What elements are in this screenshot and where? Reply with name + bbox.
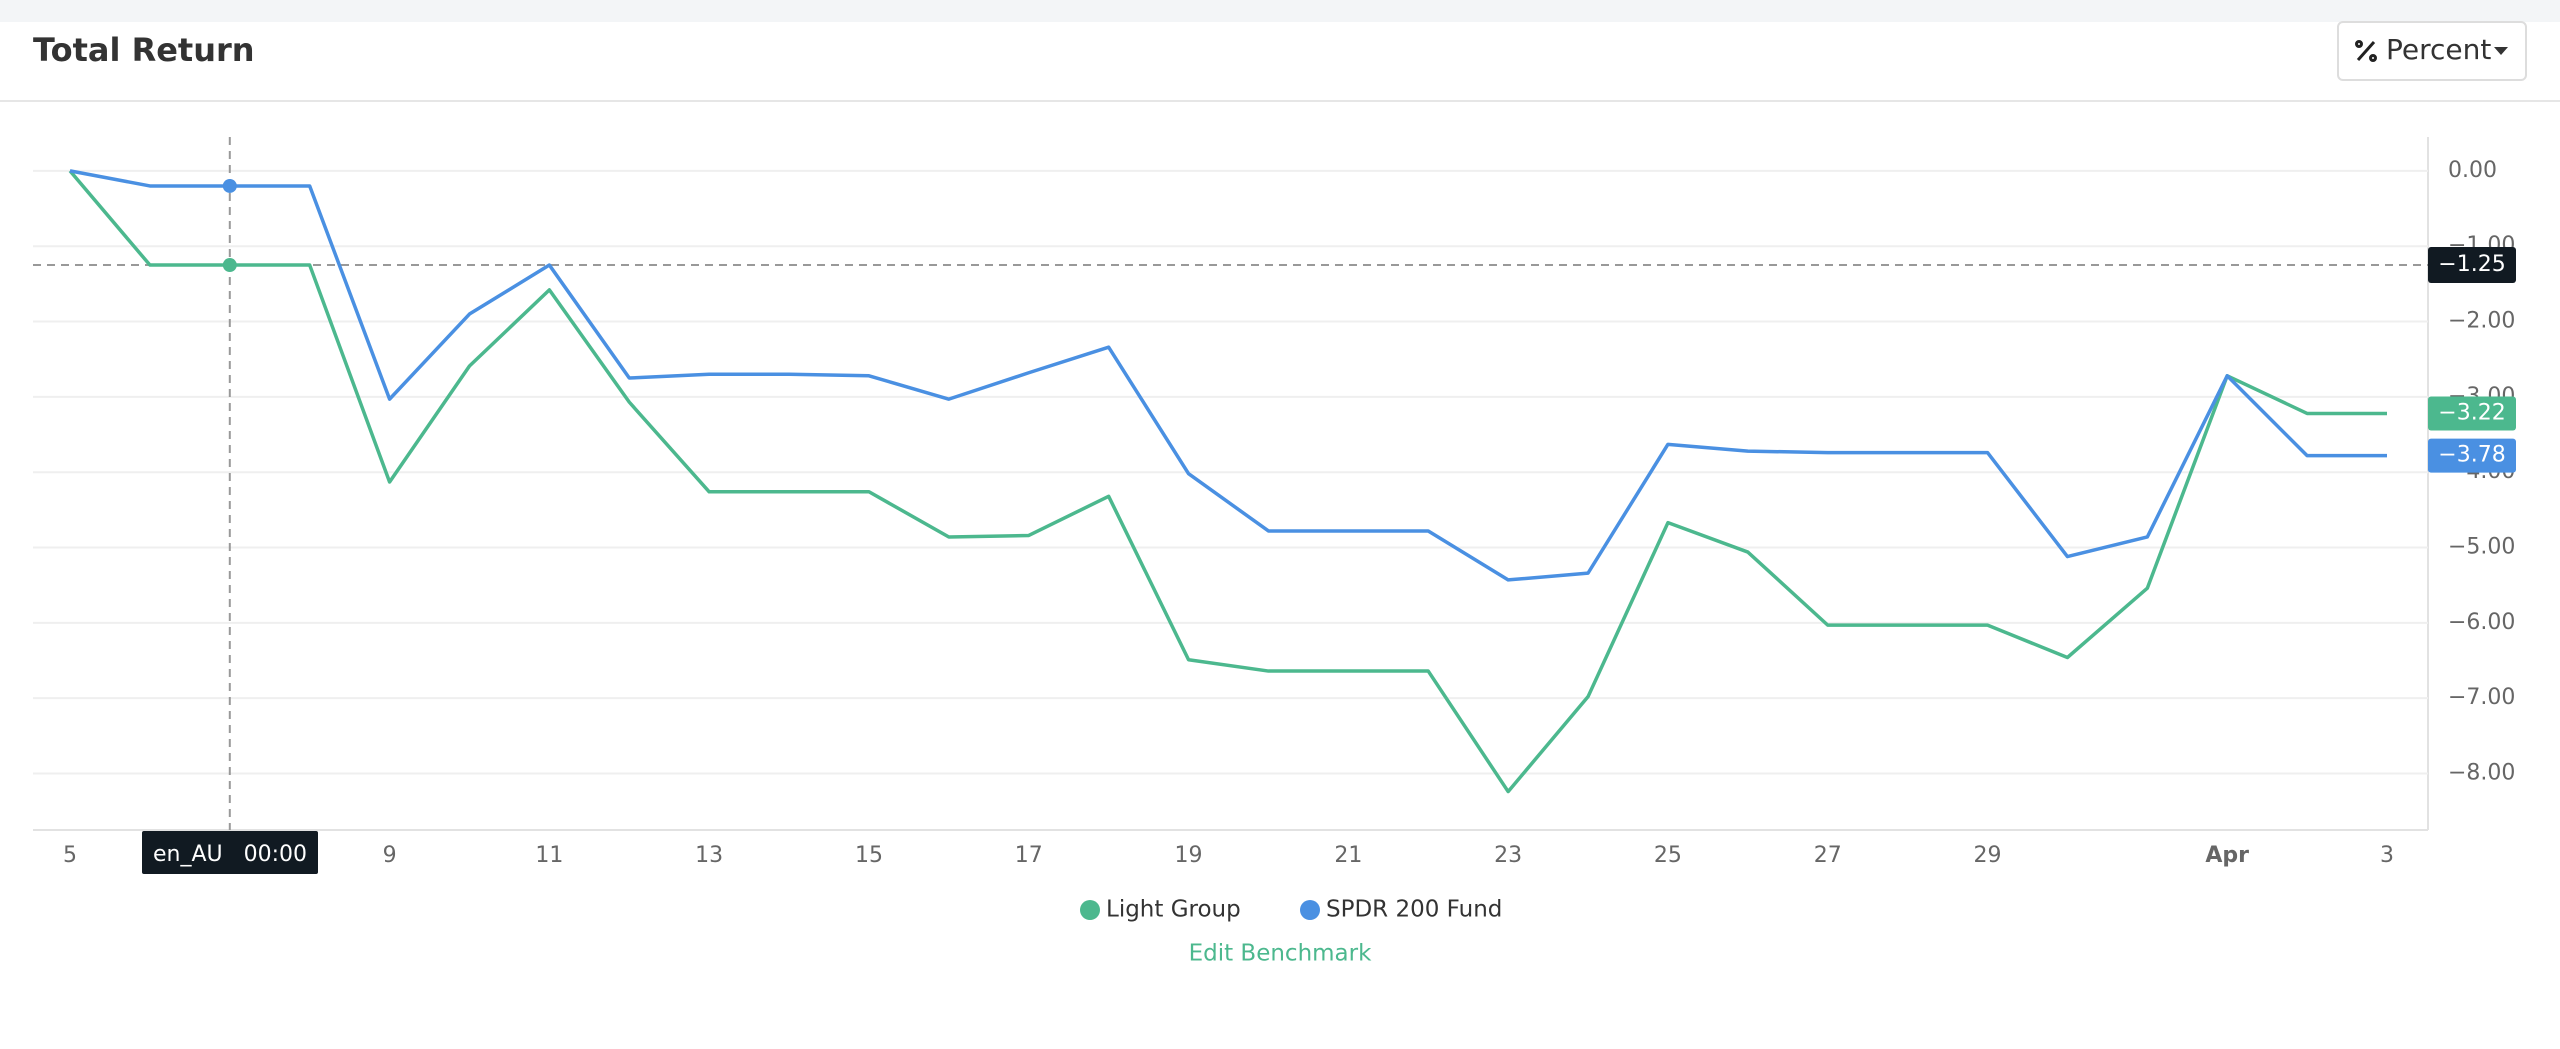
hover-dot	[222, 178, 237, 193]
hover-dot	[222, 258, 237, 273]
x-tick-label: 15	[855, 843, 883, 868]
x-tick-label: 23	[1494, 843, 1522, 868]
x-tick-label: 9	[383, 843, 397, 868]
x-tick-label: 21	[1334, 843, 1362, 868]
end-label-box	[2428, 438, 2516, 473]
legend-label: Light Group	[1106, 897, 1241, 923]
legend-swatch	[1300, 900, 1320, 920]
end-label-box	[2428, 396, 2516, 431]
button-label[interactable]: Percent	[2386, 33, 2491, 66]
caret	[2494, 47, 2508, 55]
crosshair-y-box	[2428, 247, 2516, 284]
x-tick-label: Apr	[2205, 843, 2249, 868]
series-line	[68, 169, 2387, 794]
y-tick-label: −5.00	[2448, 535, 2515, 560]
y-tick-label: −8.00	[2448, 761, 2515, 786]
legend-label: SPDR 200 Fund	[1326, 897, 1502, 923]
x-tick-label: 29	[1974, 843, 2002, 868]
x-tick-label: 5	[63, 843, 77, 868]
end-label: −3.78	[2438, 443, 2505, 468]
x-tick-label: 17	[1015, 843, 1043, 868]
series-line	[69, 169, 2387, 582]
y-tick-label: 0.00	[2448, 158, 2497, 183]
edit-benchmark-link[interactable]: Edit Benchmark	[1189, 941, 1373, 967]
title: Total Return	[33, 31, 255, 69]
y-tick-label: −7.00	[2448, 685, 2515, 710]
crosshair-y-label: −1.25	[2438, 252, 2505, 277]
legend-item[interactable]: SPDR 200 Fund	[1300, 897, 1502, 923]
x-tick-label: 13	[695, 843, 723, 868]
x-tick-label: 25	[1654, 843, 1682, 868]
x-tick-label: 3	[2380, 843, 2394, 868]
end-label: −3.22	[2438, 400, 2505, 425]
legend-item[interactable]: Light Group	[1080, 897, 1241, 923]
percent-icon	[2355, 40, 2377, 62]
legend-swatch	[1080, 900, 1100, 920]
y-tick-label: −6.00	[2448, 610, 2515, 635]
unit-button[interactable]: Percent	[2337, 21, 2527, 81]
x-tick-label: 27	[1814, 843, 1842, 868]
x-tick-label: 19	[1175, 843, 1203, 868]
x-tick-label: 11	[535, 843, 563, 868]
button-box[interactable]	[2337, 21, 2527, 81]
top-bar	[0, 0, 2560, 22]
crosshair-x-label: en_AU 00:00	[153, 842, 307, 867]
y-tick-label: −2.00	[2448, 309, 2515, 334]
crosshair-x-box	[142, 831, 318, 874]
